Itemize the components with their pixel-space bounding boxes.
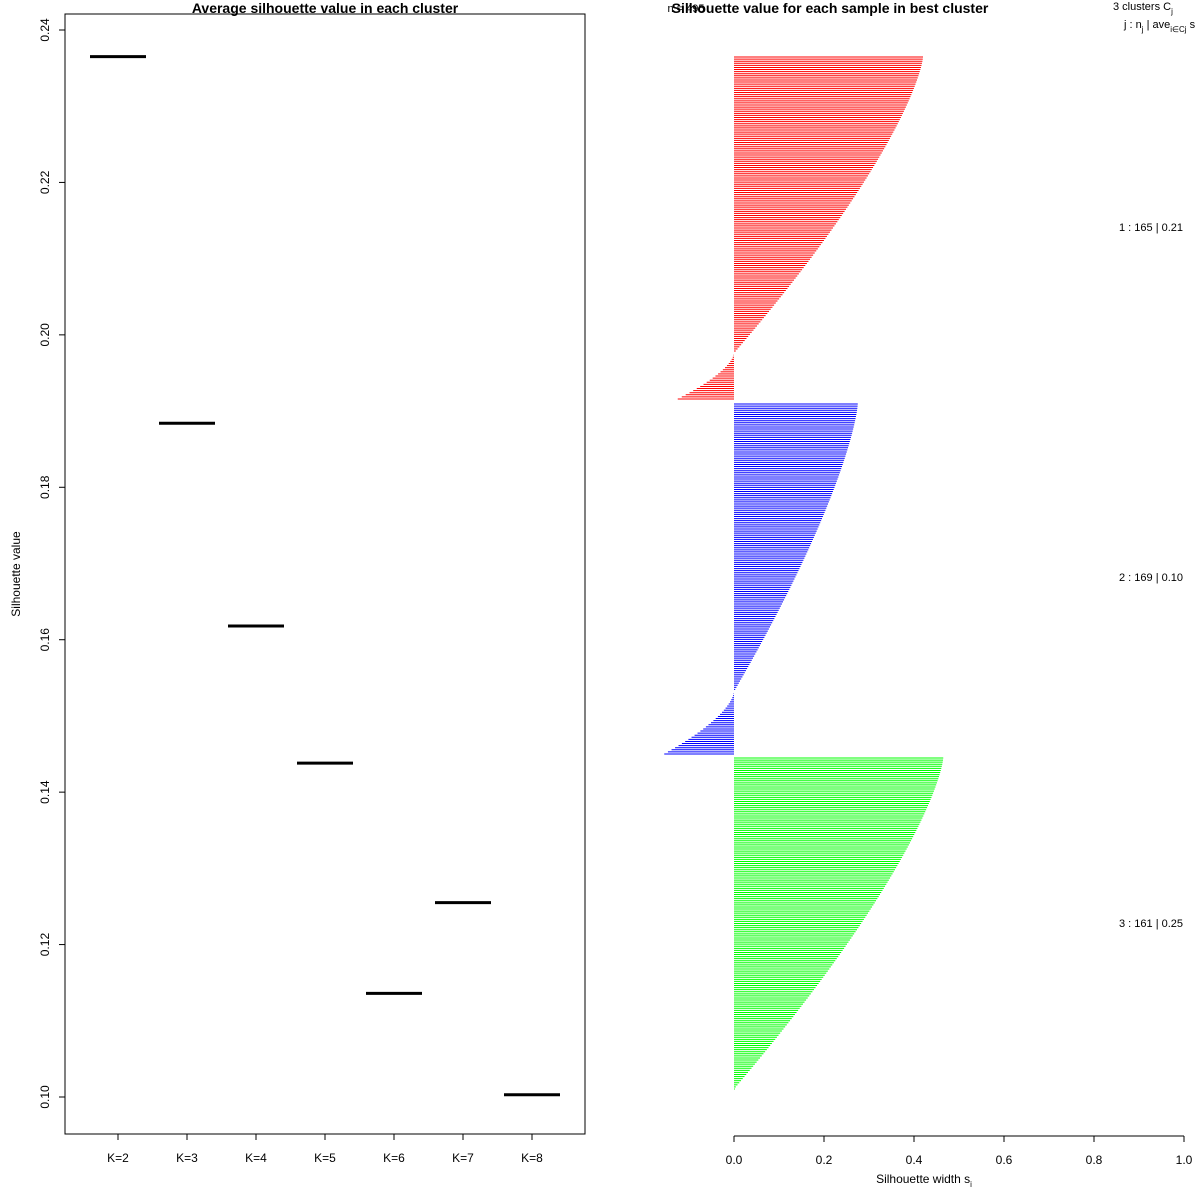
left-x-axis: K=2 K=3 K=4 K=5 K=6 K=7 K=8 [107,1134,543,1165]
cluster-label: 3 : 161 | 0.25 [1119,918,1183,930]
left-y-tick-label: 0.10 [38,1085,52,1109]
right-x-tick-label: 0.8 [1086,1153,1103,1167]
left-x-tick-label: K=3 [176,1151,198,1165]
left-y-axis-label: Silhouette value [9,531,23,617]
cluster-labels: 1 : 165 | 0.21 2 : 169 | 0.10 3 : 161 | 0.… [1119,222,1183,930]
left-x-tick-label: K=6 [383,1151,405,1165]
left-y-axis: 0.10 0.12 0.14 0.16 0.18 0.20 0.22 0.24 [38,18,65,1109]
left-y-tick-label: 0.16 [38,628,52,652]
silhouette-bars [664,56,944,1090]
left-plot-frame [64,13,586,1135]
left-x-tick-label: K=5 [314,1151,336,1165]
left-panel: Average silhouette value in each cluster… [9,0,586,1165]
left-y-tick-label: 0.12 [38,933,52,957]
left-x-tick-label: K=8 [521,1151,543,1165]
right-panel: n = 495 Silhouette value for each sample… [664,0,1196,1189]
left-x-tick-label: K=2 [107,1151,129,1165]
cluster-label: 2 : 169 | 0.10 [1119,572,1183,584]
cluster-header: 3 clusters Cj j : nj | avei∈Cj s [1113,1,1196,34]
right-subtitle-overlap: n = 495 [667,3,704,15]
right-chart-title: Silhouette value for each sample in best… [672,0,989,16]
cluster-header-line1: 3 clusters Cj [1113,1,1173,16]
left-y-tick-label: 0.14 [38,780,52,804]
left-chart-title: Average silhouette value in each cluster [192,0,459,16]
cluster-header-line2: j : nj | avei∈Cj s [1123,19,1196,34]
left-x-tick-label: K=7 [452,1151,474,1165]
left-y-tick-label: 0.22 [38,170,52,194]
right-x-tick-label: 1.0 [1176,1153,1193,1167]
right-x-axis-label: Silhouette width si [876,1172,972,1189]
left-y-tick-label: 0.20 [38,323,52,347]
left-marks [90,55,560,1097]
right-x-tick-label: 0.2 [816,1153,833,1167]
right-x-axis: 0.0 0.2 0.4 0.6 0.8 1.0 [726,1135,1193,1167]
right-x-tick-label: 0.6 [996,1153,1013,1167]
left-y-tick-label: 0.24 [38,18,52,42]
right-x-tick-label: 0.0 [726,1153,743,1167]
cluster-label: 1 : 165 | 0.21 [1119,222,1183,234]
left-x-tick-label: K=4 [245,1151,267,1165]
right-x-tick-label: 0.4 [906,1153,923,1167]
left-y-tick-label: 0.18 [38,475,52,499]
